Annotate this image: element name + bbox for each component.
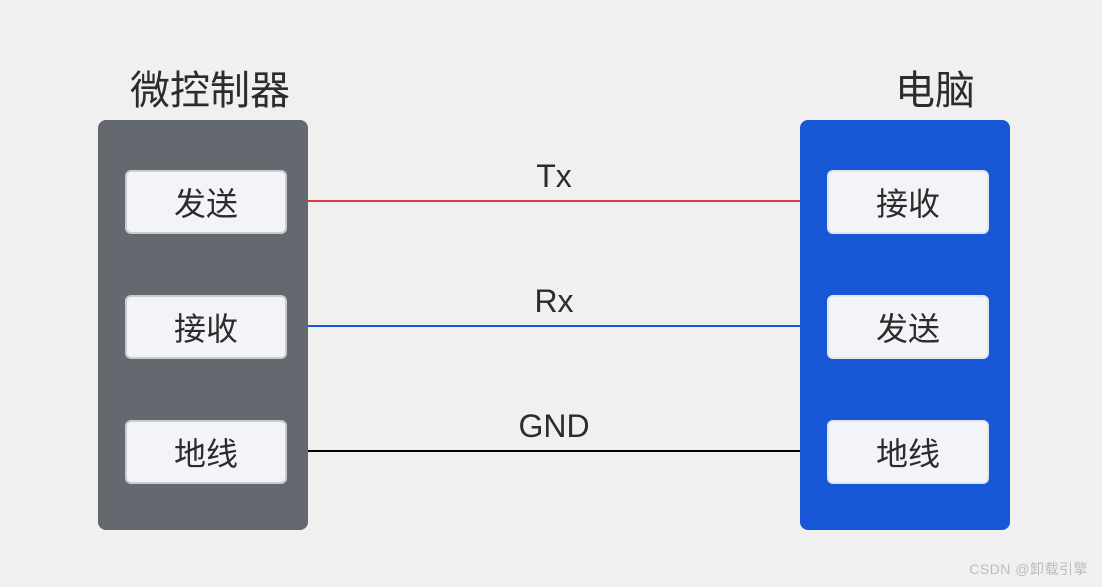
right-title: 电脑 bbox=[895, 58, 975, 116]
mcu-pin-rx-label: 接收 bbox=[174, 304, 238, 350]
wire-tx bbox=[308, 200, 800, 202]
wire-rx-label: Rx bbox=[504, 283, 604, 320]
left-title: 微控制器 bbox=[130, 58, 290, 116]
pc-pin-tx-label: 发送 bbox=[876, 304, 940, 350]
mcu-pin-gnd-label: 地线 bbox=[174, 429, 238, 475]
mcu-pin-tx-label: 发送 bbox=[174, 179, 238, 225]
pc-pin-gnd-label: 地线 bbox=[876, 429, 940, 475]
wire-rx bbox=[308, 325, 800, 327]
wire-gnd bbox=[308, 450, 800, 452]
mcu-pin-tx: 发送 bbox=[125, 170, 287, 234]
pc-pin-gnd: 地线 bbox=[827, 420, 989, 484]
pc-pin-rx-label: 接收 bbox=[876, 179, 940, 225]
mcu-pin-rx: 接收 bbox=[125, 295, 287, 359]
pc-pin-tx: 发送 bbox=[827, 295, 989, 359]
pc-pin-rx: 接收 bbox=[827, 170, 989, 234]
wire-gnd-label: GND bbox=[504, 408, 604, 445]
wire-tx-label: Tx bbox=[504, 158, 604, 195]
mcu-pin-gnd: 地线 bbox=[125, 420, 287, 484]
watermark: CSDN @卸载引擎 bbox=[969, 559, 1088, 579]
